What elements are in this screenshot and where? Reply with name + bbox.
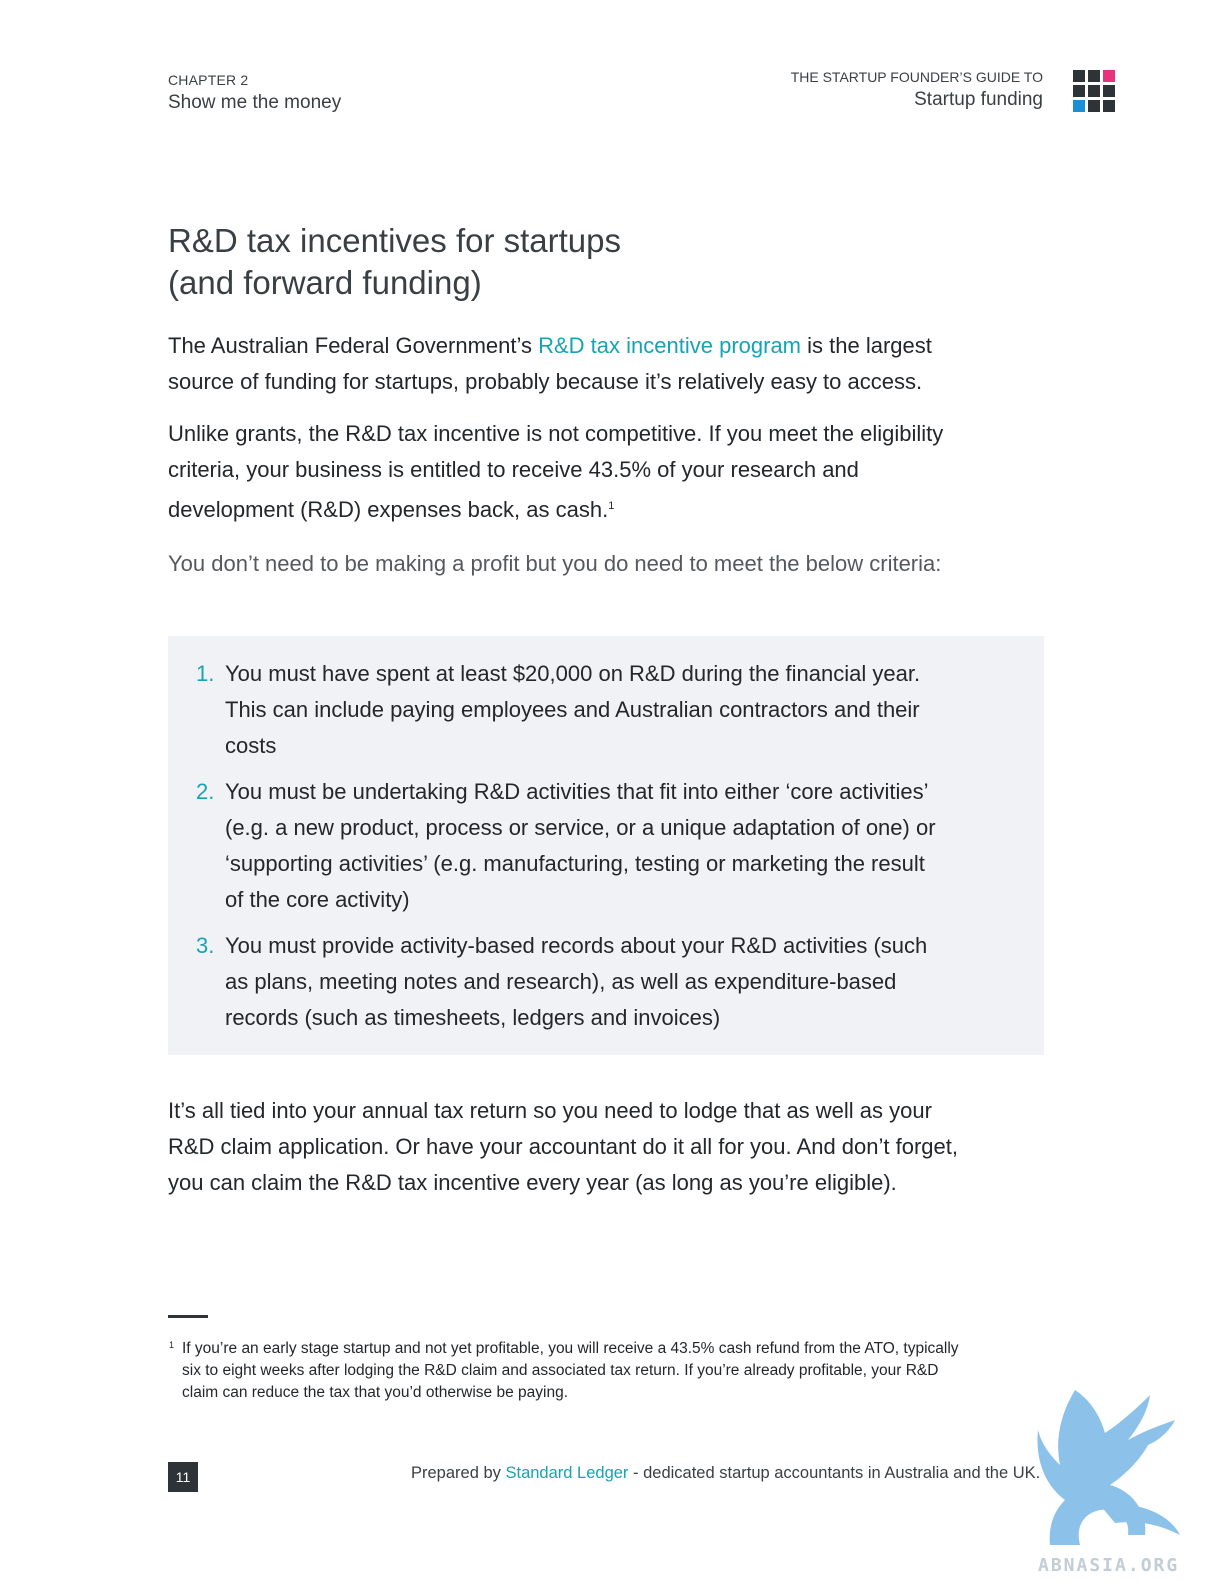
footer-tagline: - dedicated startup accountants in Austr… <box>628 1464 1041 1482</box>
footer-credit: Prepared by Standard Ledger - dedicated … <box>411 1464 1040 1483</box>
page-title: R&D tax incentives for startups (and for… <box>168 220 1048 304</box>
intro-paragraph: The Australian Federal Government’s R&D … <box>168 328 968 400</box>
criteria-number: 1. <box>196 661 215 686</box>
logo-square <box>1103 85 1115 97</box>
closing-paragraph: It’s all tied into your annual tax retur… <box>168 1098 958 1195</box>
brand-logo-icon <box>1073 70 1115 112</box>
eligibility-paragraph: Unlike grants, the R&D tax incentive is … <box>168 416 968 528</box>
page-number: 11 <box>168 1462 198 1492</box>
criteria-text: You must be undertaking R&D activities t… <box>225 779 936 912</box>
logo-square <box>1103 70 1115 82</box>
footnote-reference: 1 <box>608 500 615 512</box>
logo-square <box>1088 85 1100 97</box>
rd-program-link[interactable]: R&D tax incentive program <box>538 333 802 358</box>
intro-text-after: is the largest source of funding for sta… <box>168 333 932 394</box>
logo-square <box>1088 100 1100 112</box>
guide-label: THE STARTUP FOUNDER’S GUIDE TO <box>790 69 1043 85</box>
page-title-line-2: (and forward funding) <box>168 264 482 301</box>
footer-prepared-by: Prepared by <box>411 1464 506 1482</box>
eligibility-text: Unlike grants, the R&D tax incentive is … <box>168 421 944 522</box>
criteria-intro: You don’t need to be making a profit but… <box>168 551 942 576</box>
footnote-mark: 1 <box>169 1340 175 1350</box>
chapter-title: Show me the money <box>168 92 342 113</box>
intro-text-before: The Australian Federal Government’s <box>168 333 539 358</box>
watermark-text: ABNASIA.ORG <box>1038 1555 1180 1576</box>
page-title-line-1: R&D tax incentives for startups <box>168 222 622 259</box>
criteria-number: 2. <box>196 779 215 804</box>
criteria-text: You must have spent at least $20,000 on … <box>225 661 921 758</box>
criteria-box: 1. You must have spent at least $20,000 … <box>168 636 1044 1055</box>
logo-square <box>1103 100 1115 112</box>
chapter-label: CHAPTER 2 <box>168 72 249 88</box>
griffin-watermark-icon <box>1037 1390 1180 1545</box>
logo-square <box>1073 70 1085 82</box>
guide-title: Startup funding <box>914 89 1043 110</box>
logo-square <box>1088 70 1100 82</box>
logo-square <box>1073 85 1085 97</box>
footnote-text: If you’re an early stage startup and not… <box>182 1340 959 1401</box>
footnote-divider <box>168 1315 208 1318</box>
criteria-text: You must provide activity-based records … <box>225 933 928 1030</box>
footer-brand-link[interactable]: Standard Ledger <box>505 1464 629 1482</box>
logo-square <box>1073 100 1085 112</box>
criteria-number: 3. <box>196 933 215 958</box>
